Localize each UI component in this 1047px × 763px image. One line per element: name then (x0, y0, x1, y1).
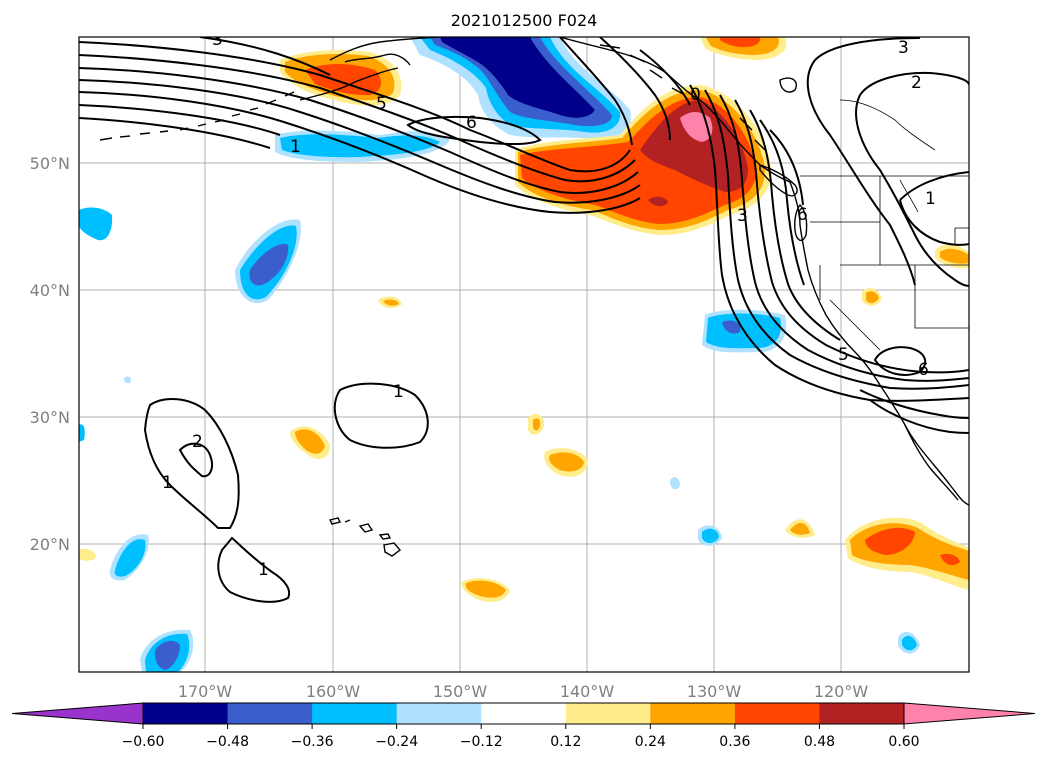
coastlines (99, 37, 969, 557)
lon-label-120w: 120°W (814, 682, 869, 701)
contour-label-3-top: 3 (212, 30, 223, 50)
colorbar-outline (142, 702, 905, 725)
contour-label-1-south: 1 (258, 560, 269, 580)
contour-label-1-mid: 1 (393, 382, 404, 402)
contour-label-1-west: 1 (162, 473, 173, 493)
gridlines (79, 37, 969, 672)
longitude-labels: 170°W 160°W 150°W 140°W 130°W 120°W (178, 682, 869, 701)
height-contours (79, 37, 969, 603)
colorbar-tick-label: 0.60 (888, 734, 919, 750)
contour-label-2-right: 2 (911, 73, 922, 93)
colorbar-segment (143, 703, 229, 724)
colorbar-segment (396, 703, 482, 724)
contour-label-5-alaska: 5 (376, 94, 387, 114)
political-borders (800, 99, 969, 351)
contour-labels: 3 5 6 1 0 3 6 1 3 2 5 6 1 2 1 1 (162, 30, 936, 580)
colorbar-segment (481, 703, 567, 724)
colorbar-segment (565, 703, 651, 724)
map-frame (78, 36, 970, 673)
contour-label-3-coast: 3 (737, 206, 748, 226)
contour-label-1-aleutian: 1 (290, 137, 301, 157)
colorbar-segment (312, 703, 398, 724)
colorbar-extend-low (11, 702, 144, 725)
lat-label-40n: 40°N (30, 281, 70, 300)
colorbar-tick-label: −0.60 (122, 734, 165, 750)
lat-label-50n: 50°N (30, 154, 70, 173)
contour-label-6-sw: 6 (918, 360, 929, 380)
colorbar-segment (734, 703, 820, 724)
contour-label-2-west: 2 (192, 432, 203, 452)
map-title: 2021012500 F024 (451, 11, 598, 30)
colorbar-tick-label: 0.48 (804, 734, 835, 750)
colorbar-tick-label: −0.12 (460, 734, 503, 750)
lon-label-130w: 130°W (687, 682, 742, 701)
colorbar-tick-label: 0.24 (635, 734, 666, 750)
colorbar-tick-label: 0.36 (719, 734, 750, 750)
colorbar-tick-label: −0.36 (291, 734, 334, 750)
colorbar-segment (819, 703, 905, 724)
colorbar-extend-high (903, 702, 1036, 725)
contour-label-5-ca: 5 (838, 345, 849, 365)
colorbar-tick-label: −0.48 (206, 734, 249, 750)
latitude-labels: 50°N 40°N 30°N 20°N (30, 154, 70, 554)
lat-label-30n: 30°N (30, 408, 70, 427)
colorbar: −0.60 −0.48 −0.36 −0.24 −0.12 0.12 0.24 0.36 0.4… (11, 702, 1036, 750)
map-area: 3 5 6 1 0 3 6 1 3 2 5 6 1 2 1 1 (79, 30, 969, 672)
colorbar-segment (227, 703, 313, 724)
lon-label-150w: 150°W (433, 682, 488, 701)
lon-label-140w: 140°W (560, 682, 615, 701)
colorbar-tick-label: 0.12 (550, 734, 581, 750)
anomaly-shading (79, 37, 969, 672)
lat-label-20n: 20°N (30, 535, 70, 554)
contour-label-0-bc: 0 (690, 85, 701, 105)
contour-label-1-idaho: 1 (925, 189, 936, 209)
contour-label-6-gulf: 6 (466, 113, 477, 133)
lon-label-170w: 170°W (178, 682, 233, 701)
contour-label-3-right: 3 (898, 38, 909, 58)
lon-label-160w: 160°W (306, 682, 361, 701)
colorbar-segment (650, 703, 736, 724)
colorbar-tick-label: −0.24 (375, 734, 418, 750)
contour-label-6-wa: 6 (797, 205, 808, 225)
